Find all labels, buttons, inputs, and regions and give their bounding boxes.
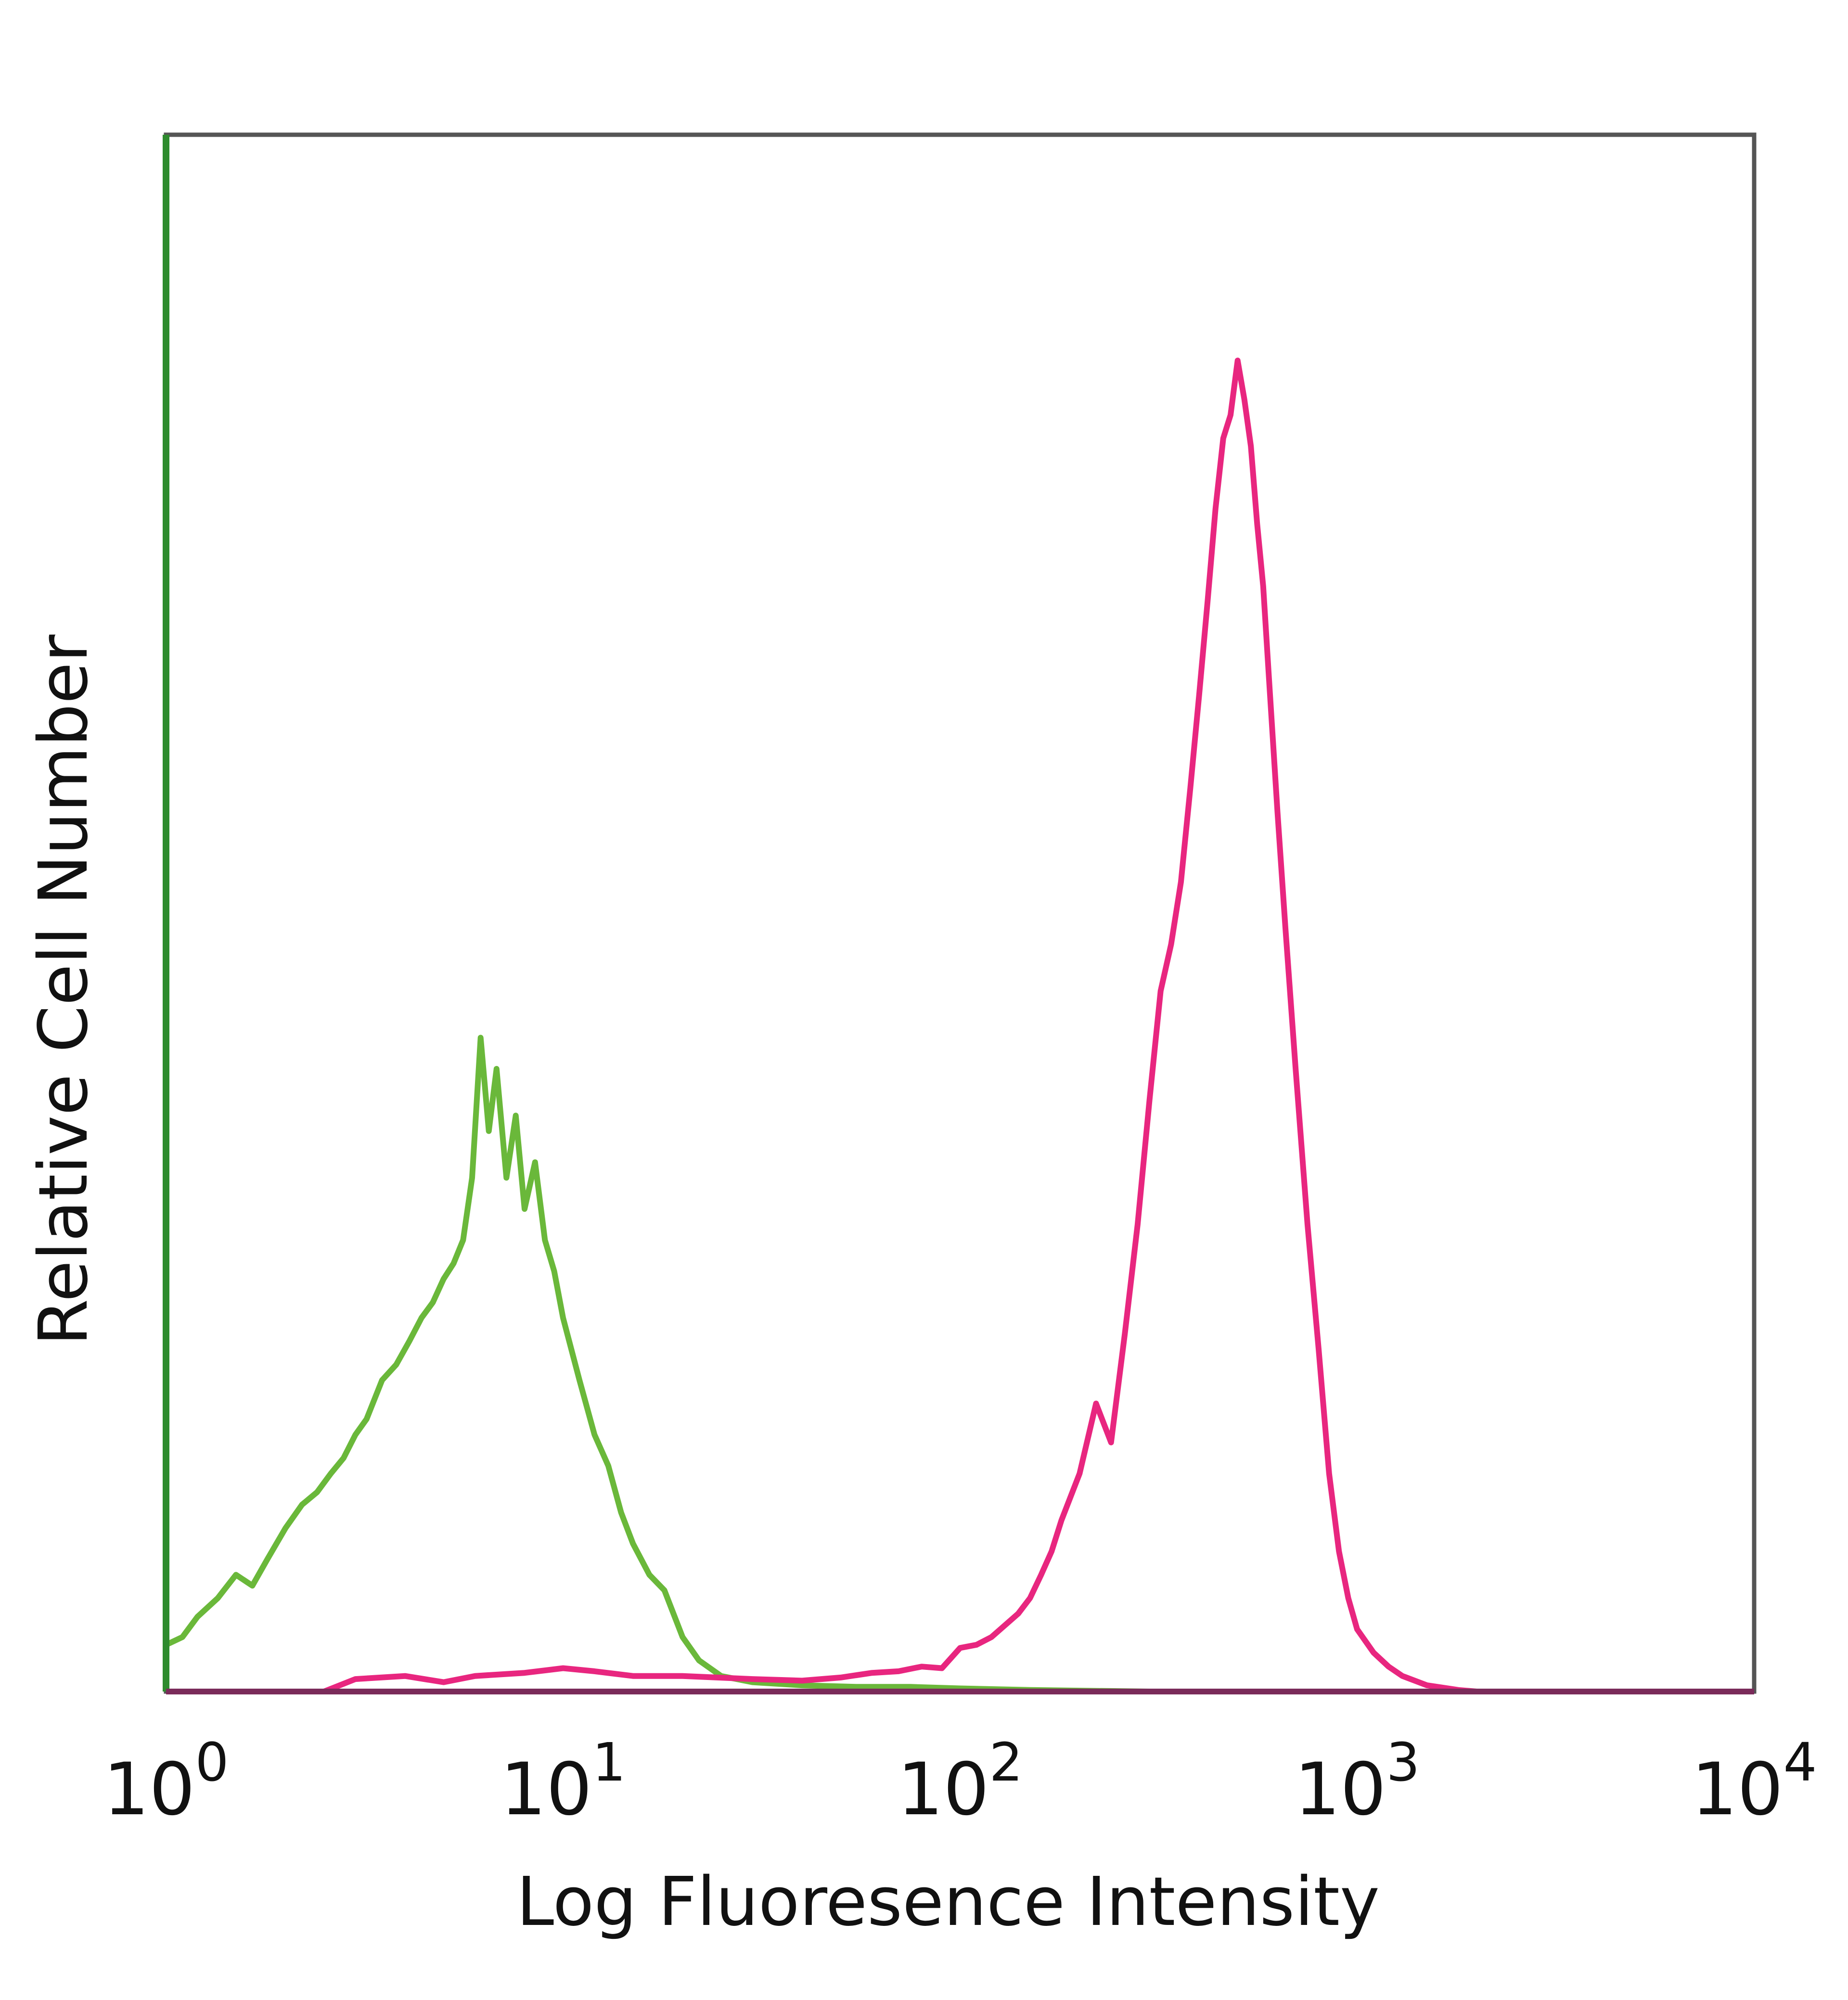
series-line-2 [166, 358, 1754, 1694]
x-tick-label-3: 103 [1295, 1731, 1420, 1832]
y-axis-title: Relative Cell Number [25, 634, 103, 1346]
x-tick-label-1: 101 [500, 1731, 626, 1832]
x-tick-label-0: 100 [103, 1731, 229, 1832]
x-tick-label-2: 102 [898, 1731, 1023, 1832]
x-tick-labels: 100 101 102 103 104 [103, 1731, 1817, 1832]
x-tick-label-4: 104 [1692, 1731, 1817, 1832]
x-axis-title: Log Fluoresence Intensity [516, 1863, 1380, 1941]
series-layer [165, 358, 1754, 1694]
